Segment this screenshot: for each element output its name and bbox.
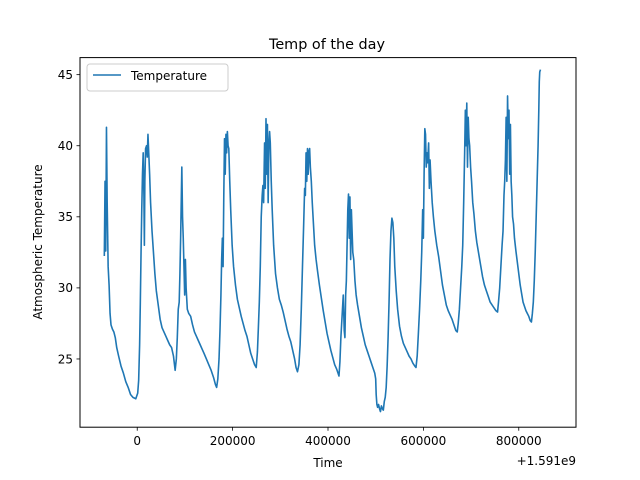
y-axis-label: Atmospheric Temperature bbox=[31, 164, 45, 319]
y-tick-label: 25 bbox=[58, 352, 73, 366]
y-tick-label: 30 bbox=[58, 281, 73, 295]
x-tick-label: 800000 bbox=[496, 434, 542, 448]
legend: Temperature bbox=[86, 63, 229, 92]
y-tick-label: 40 bbox=[58, 139, 73, 153]
x-tick-label: 0 bbox=[133, 434, 141, 448]
legend-label-temperature: Temperature bbox=[130, 69, 207, 83]
temperature-series-line bbox=[103, 69, 542, 413]
chart-title: Temp of the day bbox=[268, 37, 386, 53]
x-axis-offset-label: +1.591e9 bbox=[517, 454, 576, 468]
legend-frame bbox=[86, 63, 229, 92]
x-tick-label: 600000 bbox=[400, 434, 446, 448]
y-tick-label: 35 bbox=[58, 210, 73, 224]
y-tick-label: 45 bbox=[58, 68, 73, 82]
y-axis-ticks: 25 30 35 40 45 bbox=[58, 68, 80, 366]
plot-area bbox=[79, 57, 577, 428]
x-tick-label: 200000 bbox=[210, 434, 256, 448]
x-axis-ticks: 0 200000 400000 600000 800000 bbox=[133, 427, 542, 448]
x-axis-label: Time bbox=[312, 456, 342, 470]
x-tick-label: 400000 bbox=[305, 434, 351, 448]
